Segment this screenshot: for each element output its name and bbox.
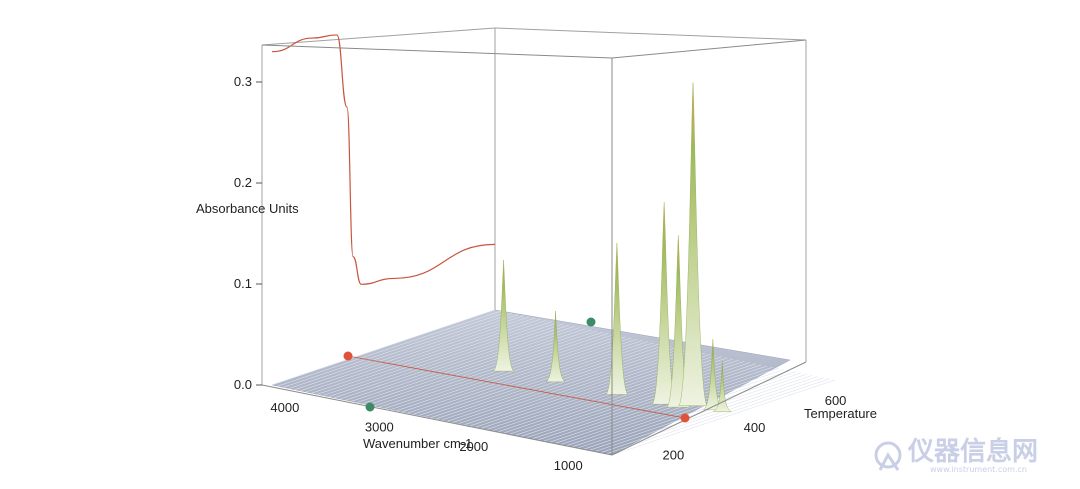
floor-line (390, 334, 615, 410)
y-axis-label: Temperature (804, 406, 877, 421)
ir-peak-7 (712, 361, 732, 412)
floor-line (311, 317, 535, 394)
floor-line (577, 372, 802, 449)
y-tick-label: 600 (825, 393, 847, 408)
floor-line (305, 316, 530, 393)
z-tick-label: 0.1 (234, 276, 252, 291)
x-axis: 4000 3000 2000 1000 (270, 400, 582, 473)
floor-line (413, 338, 637, 415)
x-tick-label: 2000 (459, 439, 488, 454)
floor-line (373, 330, 598, 407)
marker-floor-front (365, 402, 375, 412)
tga-floor-line (347, 355, 686, 419)
z-tick-label: 0.0 (234, 377, 252, 392)
ir-peak-3 (651, 202, 677, 405)
floor-line (447, 345, 671, 422)
floor-grid-lines (271, 309, 836, 456)
floor-line (328, 321, 552, 397)
z-tick-label: 0.2 (234, 175, 252, 190)
marker-floor-back (586, 317, 596, 327)
floor-line (407, 337, 632, 414)
floor-line (470, 350, 694, 427)
y-tick-label: 200 (663, 447, 685, 462)
box-frame-back (261, 27, 807, 385)
floor-line (606, 378, 830, 455)
floor-line (379, 331, 603, 408)
floor-line (611, 379, 836, 456)
x-tick-label: 3000 (365, 419, 394, 434)
x-tick-label: 1000 (554, 458, 583, 473)
ir-peak-5 (678, 82, 708, 406)
marker-right-front-corner (680, 413, 690, 423)
ir-peak-0 (492, 260, 515, 372)
floor-line (538, 364, 762, 441)
watermark: 仪器信息网 www.instrument.com.cn (874, 436, 1038, 474)
z-tick-label: 0.3 (234, 74, 252, 89)
floor-line (549, 366, 773, 443)
floor-line (453, 347, 677, 423)
floor-line (339, 323, 564, 400)
marker-left-wall-base (343, 351, 353, 361)
floor-line (521, 361, 745, 437)
box-frame-front (261, 39, 807, 456)
floor-line (362, 328, 586, 404)
floor-line (277, 310, 501, 387)
floor-line (464, 349, 688, 425)
ir-peaks (492, 82, 732, 412)
tga-curve (271, 34, 496, 285)
floor-line (424, 341, 649, 417)
floor-line (271, 309, 496, 386)
floor-line (356, 327, 581, 403)
markers (343, 317, 690, 423)
x-axis-label: Wavenumber cm-1 (363, 436, 472, 451)
floor-line (334, 322, 558, 399)
ir-peak-2 (605, 242, 629, 395)
floor-line (345, 324, 569, 401)
x-tick-label: 4000 (270, 400, 299, 415)
floor-line (300, 315, 524, 392)
ir-peak-1 (545, 311, 566, 383)
y-tick-label: 400 (744, 420, 766, 435)
floor-line (572, 371, 796, 448)
floor-line (583, 373, 807, 450)
watermark-text: 仪器信息网 (907, 436, 1038, 467)
floor-line (532, 363, 756, 439)
watermark-url: www.instrument.com.cn (930, 465, 1027, 474)
floor-line (283, 312, 507, 388)
floor-line (600, 377, 824, 453)
y-axis: 200 400 600 (663, 393, 847, 463)
floor-line (402, 336, 626, 413)
floor-line (396, 335, 620, 411)
floor-line (458, 348, 683, 424)
floor-line (594, 376, 819, 452)
floor-line (419, 340, 643, 416)
floor-line (322, 320, 547, 396)
floor-line (566, 370, 790, 446)
floor-line (351, 326, 575, 402)
z-axis: 0.0 0.1 0.2 0.3 (234, 74, 262, 392)
floor-line (441, 344, 666, 421)
floor-line (555, 368, 779, 444)
floor-line (294, 314, 518, 390)
z-axis-label: Absorbance Units (196, 201, 299, 216)
floor-line (288, 313, 513, 389)
